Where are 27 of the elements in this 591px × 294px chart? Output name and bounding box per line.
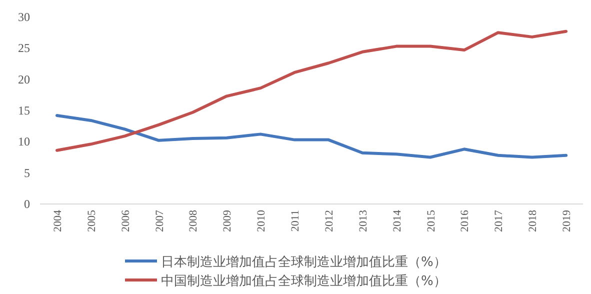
x-tick-label: 2006 xyxy=(120,210,132,232)
line-series xyxy=(55,114,568,159)
x-tick-label: 2016 xyxy=(459,210,472,232)
y-tick-label: 10 xyxy=(18,134,30,149)
y-tick-label: 25 xyxy=(18,41,30,56)
x-tick-label: 2012 xyxy=(323,210,336,232)
y-tick-label: 15 xyxy=(18,104,30,118)
x-tick-label: 2013 xyxy=(357,210,370,232)
x-tick-label: 2018 xyxy=(527,210,540,232)
y-tick-label: 30 xyxy=(18,10,30,24)
legend-label: 中国制造业增加值占全球制造业增加值比重（%） xyxy=(161,274,446,289)
x-tick-label: 2014 xyxy=(391,210,404,232)
y-tick-label: 0 xyxy=(24,197,30,211)
x-tick-label: 2007 xyxy=(154,210,166,232)
x-tick-label: 2015 xyxy=(425,210,438,232)
line-series xyxy=(55,30,568,152)
x-tick-label: 2005 xyxy=(86,210,98,232)
y-tick-label: 5 xyxy=(24,166,30,180)
x-tick-label: 2004 xyxy=(52,210,64,232)
legend-label: 日本制造业增加值占全球制造业增加值比重（%） xyxy=(161,255,446,270)
x-tick-label: 2017 xyxy=(493,210,506,232)
x-tick-label: 2008 xyxy=(188,210,200,232)
x-tick-label: 2010 xyxy=(256,210,268,232)
x-tick-label: 2009 xyxy=(222,210,234,232)
x-tick-label: 2011 xyxy=(290,210,302,232)
x-tick-label: 2019 xyxy=(561,210,574,232)
y-tick-label: 20 xyxy=(18,72,30,86)
